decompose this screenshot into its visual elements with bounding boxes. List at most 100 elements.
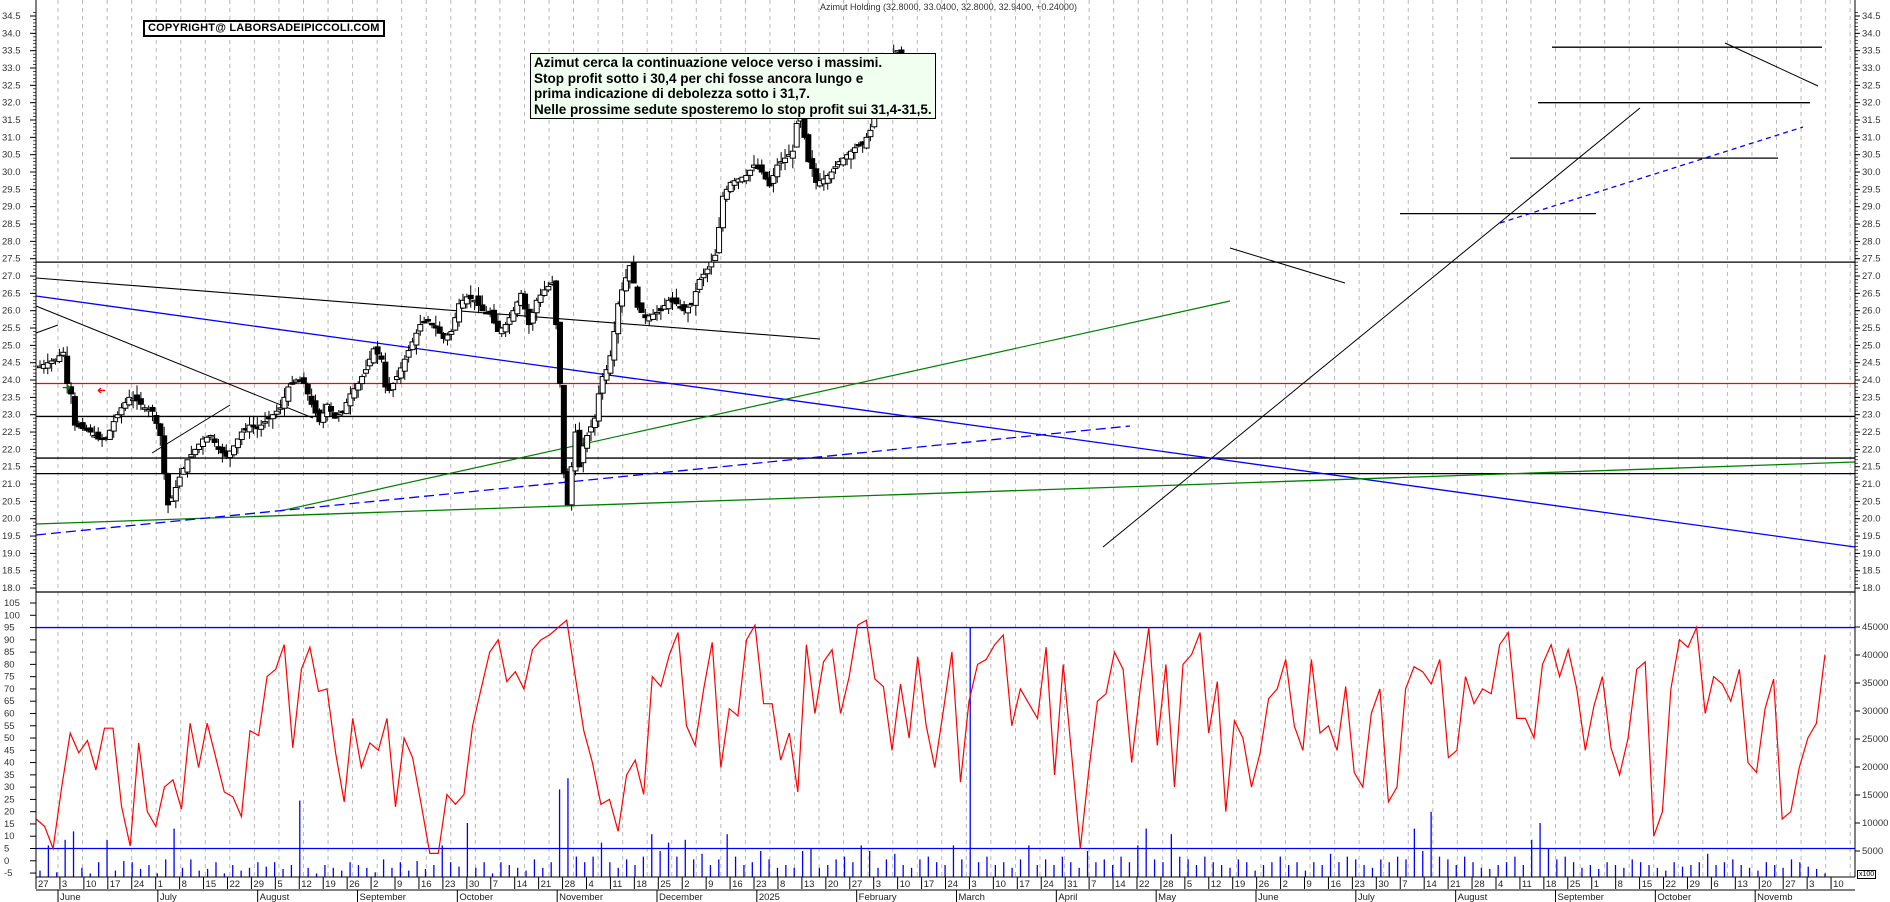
candle [615,303,622,335]
date-tick-label: 14 [1426,879,1437,890]
price-tick-label: 20.0 [2,514,21,525]
candle [308,395,315,405]
trendline-blue-long [35,295,1856,548]
date-tick-label: 27 [38,879,49,890]
candle [231,445,238,456]
price-tick-label: 22.0 [2,444,21,455]
candle [95,431,102,440]
price-tick-label: 19.0 [2,548,21,559]
note-line-4: Nelle prossime sedute sposteremo lo stop… [534,101,932,117]
candle [452,317,459,331]
candle [448,330,455,335]
date-tick-label: 16 [1330,879,1341,890]
oscillator-tick-label: 30 [4,782,15,793]
month-label: Novemb [1757,892,1792,902]
candle [444,334,451,341]
candle [599,376,606,394]
candle [832,166,839,170]
price-tick-label: 33.5 [2,46,21,57]
price-tick-label: 33.0 [1862,63,1881,74]
date-tick-label: 30 [1378,879,1389,890]
price-tick-label: 24.0 [1862,375,1881,386]
date-tick-label: 7 [493,879,498,890]
price-tick-label: 20.5 [1862,496,1881,507]
oscillator-tick-label: -5 [4,868,12,879]
candle [545,285,552,291]
date-tick-label: 4 [1498,879,1503,890]
volume-bars [39,627,1826,877]
candle [161,435,168,475]
price-tick-label: 34.0 [2,28,21,39]
candle [250,424,257,428]
candle [362,369,369,374]
signal-markers: ➜ ➜ [62,382,106,396]
volume-tick-label: 25000 [1862,734,1888,745]
date-tick-label: 8 [182,879,187,890]
candle [397,367,404,379]
trendline-blue-dashed-recent [1499,126,1804,224]
candle [603,369,610,381]
price-tick-label: 34.0 [1862,28,1881,39]
month-label: March [959,892,985,902]
candle [122,402,129,409]
candle [475,295,482,306]
price-tick-label: 25.0 [1862,340,1881,351]
date-tick-label: 10 [900,879,911,890]
candle [560,384,567,475]
volume-unit-label: x100 [1857,870,1877,879]
candle [409,341,416,351]
candle [343,402,350,415]
date-tick-label: 9 [708,879,713,890]
date-tick-label: 25 [660,879,671,890]
candle [630,261,637,284]
candle [813,168,820,183]
date-tick-label: 11 [1522,879,1532,890]
price-axis-left: 34.5 34.0 33.5 33.0 32.5 32.0 31.5 31.0 30.5 30.0… [2,11,36,594]
candle [320,412,327,423]
candle [234,438,241,449]
trendlines [35,42,1856,548]
price-tick-label: 27.5 [2,254,21,265]
candle [137,398,144,405]
date-tick-label: 18 [1546,879,1557,890]
oscillator-tick-label: 55 [4,721,15,732]
month-label: April [1058,892,1077,902]
price-tick-label: 28.5 [1862,219,1881,230]
candle [390,383,397,391]
candle [405,350,412,358]
price-tick-label: 24.0 [2,375,21,386]
price-tick-label: 29.0 [1862,202,1881,213]
date-tick-label: 24 [1043,879,1054,890]
date-tick-label: 7 [1402,879,1407,890]
price-tick-label: 20.5 [2,496,21,507]
candle [789,150,796,159]
candle [347,393,354,407]
date-tick-label: 4 [588,879,593,890]
date-tick-label: 9 [1307,879,1312,890]
candle [64,355,71,385]
candle [719,195,726,229]
date-tick-label: 23 [756,879,767,890]
candle [68,386,75,395]
volume-tick-label: 5000 [1862,846,1883,857]
oscillator-tick-label: 0 [4,856,9,867]
date-tick-label: 20 [828,879,839,890]
candle [638,302,645,313]
candle [176,476,183,487]
candle [355,383,362,391]
price-tick-label: 29.5 [1862,184,1881,195]
price-tick-label: 23.5 [1862,392,1881,403]
candle [172,487,179,502]
month-label: September [1558,892,1604,902]
price-tick-label: 19.0 [1862,548,1881,559]
candle [374,346,381,355]
price-tick-label: 25.0 [2,340,21,351]
date-tick-label: 5 [1187,879,1192,890]
price-tick-label: 31.5 [2,115,21,126]
candle [382,361,389,388]
candle [607,355,614,374]
month-label: 2025 [759,892,780,902]
trendline-blue-dashed [35,425,1131,536]
candle [510,310,517,322]
month-label: October [1657,892,1691,902]
